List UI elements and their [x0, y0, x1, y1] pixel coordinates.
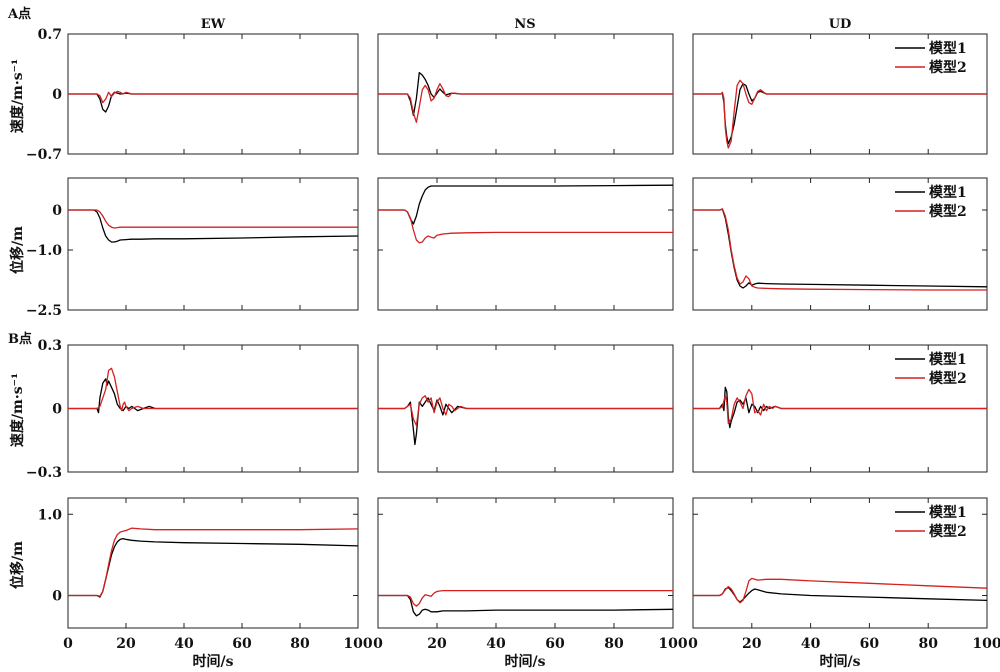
- series-line-2: [693, 577, 987, 604]
- plot-frame: [67, 177, 359, 311]
- ylabel-b-displacement: 位移/m: [9, 541, 26, 589]
- series-line-1: [68, 91, 358, 113]
- x-tick-label: 0: [688, 636, 698, 652]
- y-tick-label: −2.5: [26, 303, 62, 319]
- legend-label-1: 模型1: [929, 351, 967, 368]
- series-line-2: [378, 395, 673, 427]
- y-tick-label: 0: [52, 589, 62, 605]
- xlabel-ew: 时间/s: [193, 653, 234, 670]
- y-tick-label: 0.3: [38, 338, 62, 354]
- legend-label-1: 模型1: [929, 40, 967, 57]
- x-tick-label: 80: [604, 636, 624, 652]
- plot-frame: [692, 497, 988, 629]
- y-tick-label: 0: [52, 402, 62, 418]
- series-line-1: [378, 594, 673, 617]
- x-tick-label: 40: [486, 636, 506, 652]
- x-tick-label: 20: [427, 636, 447, 652]
- x-tick-label: 0: [373, 636, 383, 652]
- x-tick-label: 60: [232, 636, 252, 652]
- series-line-2: [68, 527, 358, 597]
- plot-frame: [377, 497, 674, 629]
- series-line-2: [68, 367, 358, 412]
- y-tick-label: 1.0: [38, 507, 63, 523]
- legend-label-2: 模型2: [929, 203, 967, 220]
- y-tick-label: 0: [52, 203, 62, 219]
- x-tick-label: 20: [116, 636, 136, 652]
- ylabel-a-velocity: 速度/m·s⁻¹: [9, 59, 26, 133]
- x-tick-label: 40: [174, 636, 194, 652]
- series-line-2: [68, 209, 358, 229]
- col-title-ud: UD: [829, 17, 852, 32]
- panel-B-disp-EW: 0 20 40 60 80 100 1.0 0: [38, 497, 373, 652]
- legend-label-1: 模型1: [929, 184, 967, 201]
- point-a-label: A点: [7, 6, 31, 22]
- series-line-1: [68, 209, 358, 243]
- series-line-1: [68, 378, 358, 414]
- ylabel-a-displacement: 位移/m: [9, 226, 26, 274]
- x-tick-label: 80: [918, 636, 938, 652]
- col-title-ew: EW: [201, 17, 226, 32]
- xlabel-ns: 时间/s: [505, 653, 546, 670]
- x-tick-label: 60: [860, 636, 880, 652]
- ylabel-b-velocity: 速度/m·s⁻¹: [9, 373, 26, 447]
- panel-A-disp-NS: [377, 177, 674, 311]
- plot-frame: [692, 177, 988, 311]
- x-tick-label: 60: [545, 636, 565, 652]
- panel-B-disp-UD: 0 20 40 60 80 100 模型1 模型2: [688, 497, 1000, 652]
- panel-B-disp-NS: 0 20 40 60 80 100: [373, 497, 688, 652]
- series-line-2: [693, 388, 987, 424]
- y-tick-label: −0.7: [26, 147, 62, 163]
- y-tick-label: 0.7: [38, 27, 62, 43]
- series-line-2: [378, 209, 673, 244]
- series-line-1: [378, 397, 673, 446]
- legend-label-2: 模型2: [929, 370, 967, 387]
- series-line-2: [378, 83, 673, 123]
- panels: 0.70−0.7模型1模型20−1.0−2.5模型1模型20.30−0.3模型1…: [26, 27, 1000, 652]
- x-tick-label: 40: [801, 636, 821, 652]
- y-tick-label: 0: [52, 87, 62, 103]
- panel-A-vel-EW: 0.7 0 −0.7: [26, 27, 359, 163]
- x-tick-label: 100: [658, 636, 687, 652]
- y-tick-label: −1.0: [26, 243, 62, 259]
- x-tick-label: 100: [972, 636, 1000, 652]
- series-line-1: [693, 386, 987, 429]
- plot-frame: [67, 497, 359, 629]
- plot-frame: [377, 177, 674, 311]
- panel-B-vel-EW: 0.3 0 −0.3: [26, 338, 359, 481]
- series-line-2: [693, 79, 987, 149]
- panel-A-disp-EW: 0 −1.0 −2.5: [26, 177, 359, 319]
- series-line-1: [378, 184, 673, 225]
- col-title-ns: NS: [514, 17, 535, 32]
- series-line-2: [693, 208, 987, 291]
- point-b-label: B点: [8, 331, 32, 347]
- series-line-2: [68, 90, 358, 104]
- series-line-2: [378, 589, 673, 607]
- panel-A-vel-NS: [377, 33, 674, 155]
- x-tick-label: 20: [742, 636, 762, 652]
- legend-label-1: 模型1: [929, 504, 967, 521]
- y-tick-label: −0.3: [26, 465, 62, 481]
- x-tick-label: 0: [63, 636, 73, 652]
- legend-label-2: 模型2: [929, 523, 967, 540]
- series-line-1: [68, 537, 358, 598]
- series-line-1: [693, 83, 987, 145]
- x-tick-label: 100: [343, 636, 372, 652]
- panel-B-vel-NS: [377, 344, 674, 473]
- legend-label-2: 模型2: [929, 59, 967, 76]
- x-tick-label: 80: [290, 636, 310, 652]
- xlabel-ud: 时间/s: [820, 653, 861, 670]
